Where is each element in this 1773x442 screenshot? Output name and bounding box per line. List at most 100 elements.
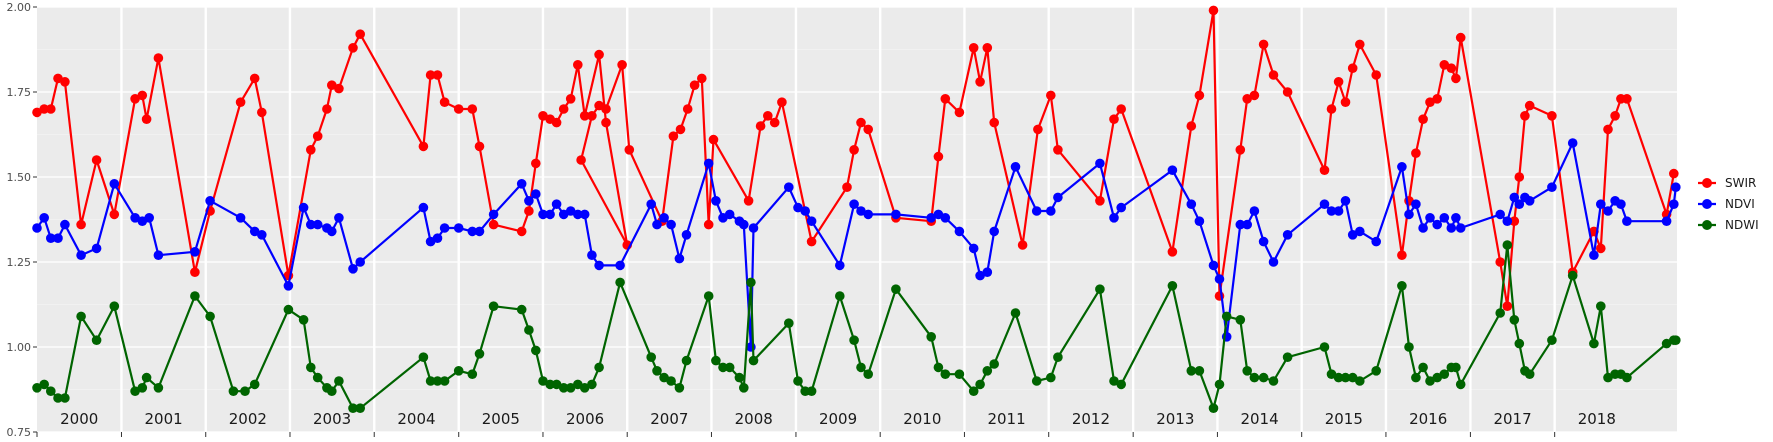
data-point — [689, 80, 700, 90]
data-point — [76, 250, 86, 260]
year-label: 2008 — [735, 410, 773, 428]
data-point — [1031, 206, 1042, 216]
data-point — [615, 260, 625, 271]
data-point — [488, 301, 499, 312]
data-point — [467, 226, 478, 237]
data-point — [968, 243, 979, 254]
data-point — [1404, 342, 1414, 352]
data-point — [856, 117, 866, 128]
data-point — [940, 213, 951, 223]
data-point — [954, 226, 965, 237]
data-point — [835, 291, 845, 301]
year-label: 2014 — [1240, 410, 1278, 428]
data-point — [1589, 338, 1599, 349]
data-point — [652, 366, 662, 376]
series-layer — [32, 5, 1681, 414]
data-point — [1404, 209, 1414, 220]
data-point — [711, 196, 721, 206]
data-point — [1194, 216, 1205, 226]
data-point — [439, 97, 450, 107]
data-point — [190, 247, 200, 257]
data-point — [1033, 124, 1043, 135]
data-point — [327, 386, 337, 397]
data-point — [594, 260, 604, 271]
data-point — [46, 233, 56, 243]
data-point — [137, 90, 148, 101]
data-point — [453, 366, 464, 376]
data-point — [1268, 257, 1279, 267]
data-point — [975, 379, 985, 390]
data-point — [425, 70, 436, 80]
data-point — [1502, 301, 1513, 312]
year-label: 2016 — [1409, 410, 1447, 428]
data-point — [467, 369, 478, 380]
data-point — [573, 60, 583, 70]
data-point — [793, 202, 803, 213]
year-label: 2006 — [566, 410, 604, 428]
data-point — [1258, 39, 1269, 50]
data-point — [668, 131, 679, 141]
data-point — [516, 226, 527, 237]
data-point — [576, 155, 586, 165]
data-point — [1355, 39, 1365, 50]
data-point — [1455, 32, 1466, 43]
year-label: 2000 — [60, 410, 98, 428]
data-point — [763, 111, 773, 121]
data-point — [1214, 274, 1225, 284]
data-point — [1547, 335, 1557, 346]
data-point — [1371, 236, 1381, 247]
data-point — [109, 179, 120, 189]
data-point — [739, 383, 749, 393]
data-point — [141, 114, 152, 124]
series-ndvi — [32, 138, 1681, 352]
data-point — [863, 209, 873, 220]
data-point — [1319, 342, 1330, 352]
data-point — [601, 117, 611, 128]
data-point — [1418, 114, 1428, 124]
data-point — [1547, 111, 1557, 121]
data-point — [1610, 111, 1620, 121]
data-point — [1567, 270, 1578, 281]
year-label: 2002 — [229, 410, 267, 428]
data-point — [298, 202, 309, 213]
data-point — [425, 376, 436, 386]
data-point — [1242, 219, 1252, 230]
data-point — [1249, 372, 1260, 383]
data-point — [130, 386, 140, 397]
data-point — [989, 359, 999, 369]
legend-item-ndwi: NDWI — [1698, 218, 1759, 232]
data-point — [257, 107, 267, 118]
data-point — [488, 219, 499, 230]
data-point — [1326, 206, 1337, 216]
data-point — [842, 182, 852, 192]
data-point — [587, 379, 597, 390]
data-point — [306, 145, 316, 155]
year-label: 2010 — [903, 410, 941, 428]
data-point — [39, 213, 49, 223]
legend-key-point — [1702, 199, 1712, 209]
y-axis: 0.75 1.00 1.25 1.50 1.75 2.00 — [7, 1, 37, 439]
year-label: 2011 — [987, 410, 1025, 428]
data-point — [1524, 369, 1535, 380]
data-point — [1010, 162, 1021, 172]
data-point — [1502, 216, 1513, 226]
data-point — [1095, 196, 1105, 206]
data-point — [1661, 216, 1672, 226]
data-point — [1347, 230, 1358, 240]
data-point — [524, 325, 534, 335]
data-point — [538, 376, 548, 386]
data-point — [1167, 165, 1178, 175]
data-point — [1355, 376, 1365, 386]
data-point — [190, 291, 200, 301]
data-point — [190, 267, 200, 278]
data-point — [1520, 111, 1530, 121]
data-point — [891, 209, 901, 220]
data-point — [863, 124, 873, 135]
data-point — [531, 189, 541, 199]
data-point — [748, 355, 759, 366]
data-point — [109, 209, 120, 220]
data-point — [1371, 366, 1381, 376]
data-point — [334, 83, 344, 94]
y-tick-label: 1.25 — [7, 256, 32, 269]
legend-key-point — [1702, 220, 1712, 230]
